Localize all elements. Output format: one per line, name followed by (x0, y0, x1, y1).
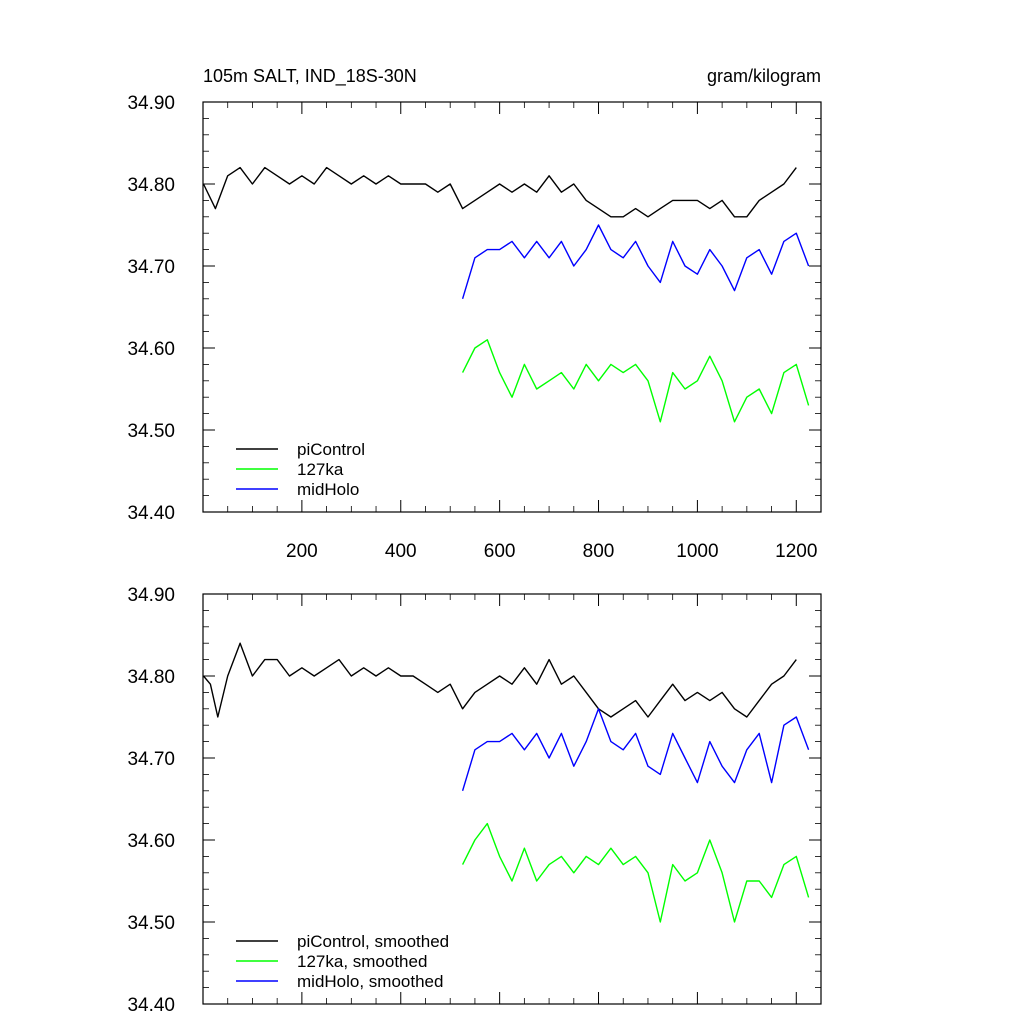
bottom-ytick-label-5: 34.90 (127, 585, 175, 606)
bottom-series-layer (202, 642, 810, 923)
top-legend-label-0: piControl (297, 440, 365, 459)
top-xtick-label-3: 800 (583, 541, 615, 562)
top-series-line-2 (461, 224, 810, 300)
top-ytick-label-3: 34.70 (127, 257, 175, 278)
bottom-ticks: 34.40 34.50 34.60 34.70 34.80 34.90 (127, 585, 821, 1016)
top-xtick-label-0: 200 (286, 541, 318, 562)
bottom-legend-label-0: piControl, smoothed (297, 932, 449, 951)
top-series-line-1 (461, 339, 810, 423)
bottom-ytick-label-2: 34.60 (127, 831, 175, 852)
top-plot-frame (202, 101, 822, 513)
top-ytick-label-4: 34.80 (127, 175, 175, 196)
top-series-line-0 (202, 166, 797, 218)
top-ytick-label-5: 34.90 (127, 93, 175, 114)
bottom-ytick-label-1: 34.50 (127, 913, 175, 934)
bottom-panel: 34.40 34.50 34.60 34.70 34.80 34.90 piControl… (127, 585, 822, 1016)
top-ytick-label-0: 34.40 (127, 503, 175, 524)
top-legend-label-2: midHolo (297, 480, 359, 499)
top-legend-label-1: 127ka (297, 460, 344, 479)
top-xtick-label-4: 1000 (676, 541, 718, 562)
top-title-left: 105m SALT, IND_18S-30N (203, 66, 417, 87)
top-series-layer (202, 166, 810, 423)
bottom-plot-frame (202, 593, 822, 1005)
bottom-series-line-1 (461, 822, 810, 923)
top-title-right: gram/kilogram (707, 66, 821, 86)
top-ticks: 34.40 34.50 34.60 34.70 34.80 34.90 200 400 600 8… (127, 93, 821, 562)
top-ytick-label-2: 34.60 (127, 339, 175, 360)
top-xtick-label-5: 1200 (775, 541, 817, 562)
bottom-series-line-2 (461, 708, 810, 792)
bottom-legend-label-1: 127ka, smoothed (297, 952, 427, 971)
bottom-ytick-label-0: 34.40 (127, 995, 175, 1016)
bottom-ytick-label-3: 34.70 (127, 749, 175, 770)
bottom-ytick-label-4: 34.80 (127, 667, 175, 688)
bottom-legend-label-2: midHolo, smoothed (297, 972, 443, 991)
top-ytick-label-1: 34.50 (127, 421, 175, 442)
top-panel: 105m SALT, IND_18S-30N gram/kilogram 34.… (127, 66, 822, 562)
bottom-series-line-0 (202, 642, 797, 718)
top-xtick-label-1: 400 (385, 541, 417, 562)
top-xtick-label-2: 600 (484, 541, 516, 562)
